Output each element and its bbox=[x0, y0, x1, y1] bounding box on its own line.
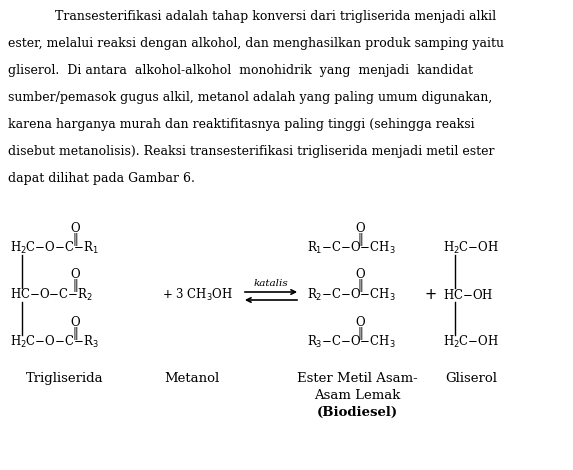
Text: Gliserol: Gliserol bbox=[445, 372, 497, 385]
Text: gliserol.  Di antara  alkohol-alkohol  monohidrik  yang  menjadi  kandidat: gliserol. Di antara alkohol-alkohol mono… bbox=[8, 64, 473, 77]
Text: Transesterifikasi adalah tahap konversi dari trigliserida menjadi alkil: Transesterifikasi adalah tahap konversi … bbox=[55, 10, 496, 23]
Text: O: O bbox=[70, 268, 80, 282]
Text: ‖: ‖ bbox=[357, 327, 363, 339]
Text: H$_2$C$-$OH: H$_2$C$-$OH bbox=[443, 240, 499, 256]
Text: Ester Metil Asam-: Ester Metil Asam- bbox=[297, 372, 417, 385]
Text: $+$ 3 CH$_3$OH: $+$ 3 CH$_3$OH bbox=[162, 287, 233, 303]
Text: HC$-$OH: HC$-$OH bbox=[443, 288, 493, 302]
Text: ‖: ‖ bbox=[72, 327, 78, 339]
Text: Trigliserida: Trigliserida bbox=[26, 372, 104, 385]
Text: Asam Lemak: Asam Lemak bbox=[314, 389, 400, 402]
Text: O: O bbox=[70, 221, 80, 235]
Text: O: O bbox=[355, 221, 365, 235]
Text: $+$: $+$ bbox=[423, 288, 436, 302]
Text: ‖: ‖ bbox=[72, 233, 78, 245]
Text: disebut metanolisis). Reaksi transesterifikasi trigliserida menjadi metil ester: disebut metanolisis). Reaksi transesteri… bbox=[8, 145, 494, 158]
Text: R$_1$$-$C$-$O$-$CH$_3$: R$_1$$-$C$-$O$-$CH$_3$ bbox=[307, 240, 395, 256]
Text: O: O bbox=[355, 268, 365, 282]
Text: katalis: katalis bbox=[254, 280, 288, 289]
Text: Metanol: Metanol bbox=[164, 372, 219, 385]
Text: R$_3$$-$C$-$O$-$CH$_3$: R$_3$$-$C$-$O$-$CH$_3$ bbox=[307, 334, 395, 350]
Text: karena harganya murah dan reaktifitasnya paling tinggi (sehingga reaksi: karena harganya murah dan reaktifitasnya… bbox=[8, 118, 474, 131]
Text: H$_2$C$-$OH: H$_2$C$-$OH bbox=[443, 334, 499, 350]
Text: O: O bbox=[70, 315, 80, 329]
Text: ester, melalui reaksi dengan alkohol, dan menghasilkan produk samping yaitu: ester, melalui reaksi dengan alkohol, da… bbox=[8, 37, 504, 50]
Text: O: O bbox=[355, 315, 365, 329]
Text: HC$-$O$-$C$-$R$_2$: HC$-$O$-$C$-$R$_2$ bbox=[10, 287, 93, 303]
Text: H$_2$C$-$O$-$C$-$R$_3$: H$_2$C$-$O$-$C$-$R$_3$ bbox=[10, 334, 99, 350]
Text: R$_2$$-$C$-$O$-$CH$_3$: R$_2$$-$C$-$O$-$CH$_3$ bbox=[307, 287, 395, 303]
Text: sumber/pemasok gugus alkil, metanol adalah yang paling umum digunakan,: sumber/pemasok gugus alkil, metanol adal… bbox=[8, 91, 492, 104]
Text: H$_2$C$-$O$-$C$-$R$_1$: H$_2$C$-$O$-$C$-$R$_1$ bbox=[10, 240, 99, 256]
Text: ‖: ‖ bbox=[357, 280, 363, 292]
Text: ‖: ‖ bbox=[357, 233, 363, 245]
Text: dapat dilihat pada Gambar 6.: dapat dilihat pada Gambar 6. bbox=[8, 172, 195, 185]
Text: (Biodiesel): (Biodiesel) bbox=[316, 406, 398, 419]
Text: ‖: ‖ bbox=[72, 280, 78, 292]
